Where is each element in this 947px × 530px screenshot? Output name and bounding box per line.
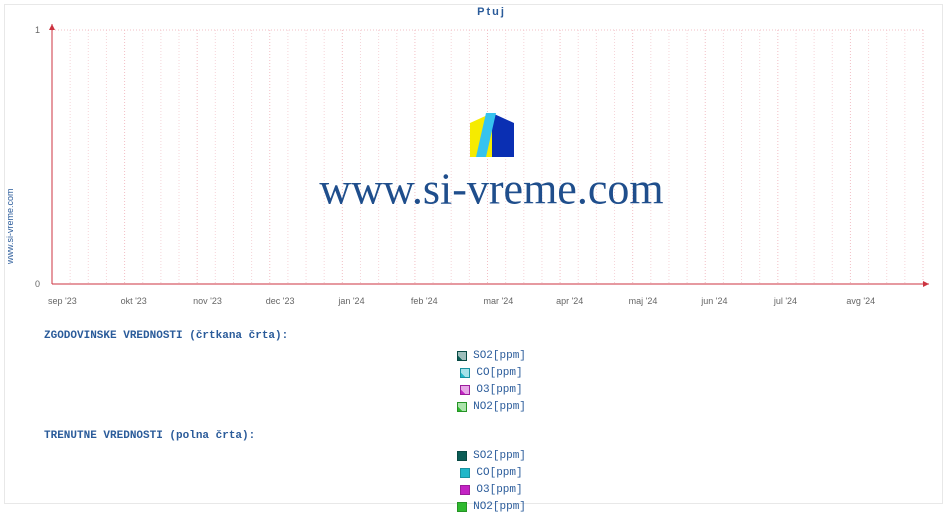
x-tick-label: jul '24 xyxy=(774,292,797,306)
chart-title: Ptuj xyxy=(44,6,939,18)
x-tick-label: okt '23 xyxy=(121,292,147,306)
legend-swatch xyxy=(460,368,470,378)
y-tick-label: 0 xyxy=(35,279,44,289)
legend-area: ZGODOVINSKE VREDNOSTI (črtkana črta): SO… xyxy=(44,330,939,530)
chart-plot: www.si-vreme.com 01sep '23okt '23nov '23… xyxy=(44,22,939,292)
source-label: www.si-vreme.com xyxy=(5,244,15,264)
legend-label: SO2[ppm] xyxy=(473,448,526,464)
legend-item: NO2[ppm] xyxy=(457,499,526,515)
legend-item: CO[ppm] xyxy=(460,365,522,381)
x-tick-label: apr '24 xyxy=(556,292,583,306)
legend-item: NO2[ppm] xyxy=(457,399,526,415)
legend-item: O3[ppm] xyxy=(460,382,522,398)
watermark-text: www.si-vreme.com xyxy=(319,164,663,215)
legend-label: SO2[ppm] xyxy=(473,348,526,364)
legend-label: O3[ppm] xyxy=(476,482,522,498)
legend-swatch xyxy=(457,402,467,412)
x-tick-label: avg '24 xyxy=(846,292,875,306)
legend-current-title: TRENUTNE VREDNOSTI (polna črta): xyxy=(44,430,939,442)
watermark-logo xyxy=(470,113,514,157)
legend-swatch xyxy=(460,385,470,395)
legend-item: O3[ppm] xyxy=(460,482,522,498)
legend-item: SO2[ppm] xyxy=(457,448,526,464)
x-tick-label: jan '24 xyxy=(338,292,364,306)
x-tick-label: mar '24 xyxy=(484,292,514,306)
legend-historical: ZGODOVINSKE VREDNOSTI (črtkana črta): SO… xyxy=(44,330,939,416)
legend-swatch xyxy=(457,502,467,512)
legend-label: CO[ppm] xyxy=(476,365,522,381)
legend-label: NO2[ppm] xyxy=(473,499,526,515)
x-tick-label: jun '24 xyxy=(701,292,727,306)
x-tick-label: nov '23 xyxy=(193,292,222,306)
legend-label: CO[ppm] xyxy=(476,465,522,481)
legend-swatch xyxy=(460,468,470,478)
legend-item: SO2[ppm] xyxy=(457,348,526,364)
legend-current: TRENUTNE VREDNOSTI (polna črta): SO2[ppm… xyxy=(44,430,939,516)
x-tick-label: sep '23 xyxy=(48,292,77,306)
legend-swatch xyxy=(457,451,467,461)
chart-area: Ptuj www.si-vreme.com 01sep '23okt '23no… xyxy=(44,6,939,308)
legend-label: NO2[ppm] xyxy=(473,399,526,415)
y-tick-label: 1 xyxy=(35,25,44,35)
legend-label: O3[ppm] xyxy=(476,382,522,398)
x-tick-label: feb '24 xyxy=(411,292,438,306)
x-tick-label: maj '24 xyxy=(629,292,658,306)
x-tick-label: dec '23 xyxy=(266,292,295,306)
legend-historical-title: ZGODOVINSKE VREDNOSTI (črtkana črta): xyxy=(44,330,939,342)
legend-swatch xyxy=(460,485,470,495)
legend-swatch xyxy=(457,351,467,361)
legend-item: CO[ppm] xyxy=(460,465,522,481)
